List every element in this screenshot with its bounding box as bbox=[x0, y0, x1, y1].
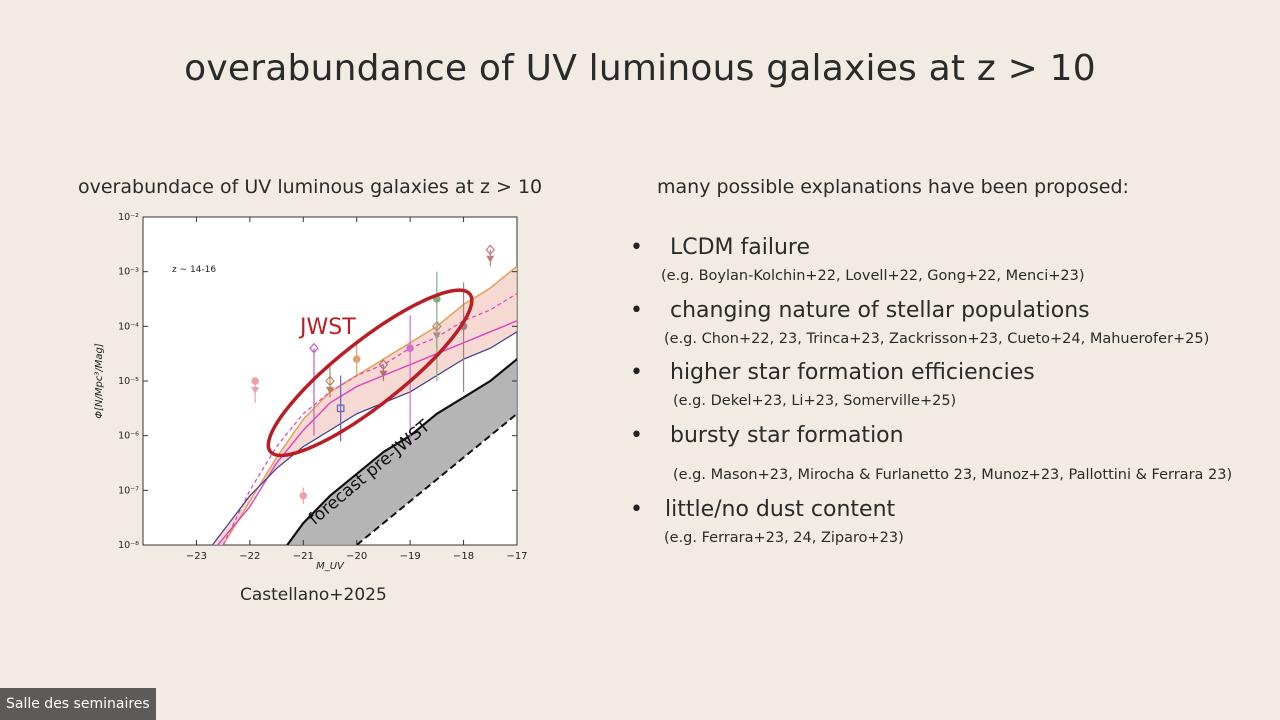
explanation-title: bursty star formation bbox=[670, 423, 904, 448]
data-point bbox=[299, 487, 308, 504]
explanation-references: (e.g. Boylan-Kolchin+22, Lovell+22, Gong… bbox=[661, 268, 1085, 284]
y-tick-label: 10⁻³ bbox=[118, 267, 139, 278]
chart-svg: forecast pre-JWST −23 −22 −21 −20 −19 −18 −171… bbox=[94, 212, 528, 572]
point-marker bbox=[251, 377, 259, 385]
data-point bbox=[325, 364, 335, 398]
y-tick-label: 10⁻⁸ bbox=[118, 540, 139, 551]
upper-limit-arrow bbox=[251, 387, 260, 394]
x-tick-label: −20 bbox=[346, 551, 367, 562]
redshift-label: z ∼ 14-16 bbox=[172, 265, 216, 275]
x-tick-label: −21 bbox=[293, 551, 314, 562]
point-marker bbox=[485, 244, 496, 256]
model-uncertainty-band bbox=[212, 266, 517, 545]
right-column-heading: many possible explanations have been pro… bbox=[657, 176, 1129, 198]
point-marker bbox=[299, 492, 308, 500]
point-marker bbox=[378, 359, 389, 371]
point-marker bbox=[406, 344, 414, 352]
room-label-overlay: Salle des seminaires bbox=[0, 688, 156, 720]
point-marker bbox=[325, 375, 335, 387]
data-point bbox=[251, 377, 260, 403]
explanation-references: (e.g. Dekel+23, Li+23, Somerville+25) bbox=[673, 393, 957, 409]
x-tick-label: −19 bbox=[400, 551, 421, 562]
model-curve-magenta bbox=[217, 320, 517, 545]
left-column-heading: overabundace of UV luminous galaxies at … bbox=[78, 176, 543, 198]
jwst-label: JWST bbox=[298, 315, 356, 340]
bullet-dot: • bbox=[630, 298, 643, 323]
upper-limit-arrow bbox=[326, 387, 334, 394]
y-tick-label: 10⁻⁵ bbox=[118, 376, 139, 387]
model-curve-navy bbox=[211, 331, 517, 545]
y-tick-label: 10⁻⁶ bbox=[118, 431, 139, 442]
model-curve-magenta-dashed bbox=[222, 293, 517, 545]
x-tick-label: −18 bbox=[453, 551, 474, 562]
data-point bbox=[485, 244, 496, 267]
data-point bbox=[378, 359, 389, 381]
model-curve-orange bbox=[222, 265, 517, 545]
uv-luminosity-function-chart: forecast pre-JWST −23 −22 −21 −20 −19 −18 −17 1… bbox=[80, 205, 540, 585]
y-tick-label: 10⁻⁷ bbox=[118, 485, 139, 496]
x-tick-label: −17 bbox=[506, 551, 527, 562]
explanation-references: (e.g. Chon+22, 23, Trinca+23, Zackrisson… bbox=[664, 331, 1210, 347]
forecast-band bbox=[287, 359, 517, 545]
forecast-upper-line bbox=[286, 358, 517, 545]
bullet-dot: • bbox=[630, 235, 643, 260]
data-point bbox=[352, 342, 361, 376]
x-axis-label: M_UV bbox=[316, 561, 345, 572]
explanation-title: higher star formation efficiencies bbox=[670, 360, 1035, 385]
bullet-dot: • bbox=[630, 423, 643, 448]
y-axis-label: Φ[N/Mpc³/Mag] bbox=[94, 343, 105, 419]
upper-limit-arrow bbox=[486, 255, 495, 263]
slide-title: overabundance of UV luminous galaxies at… bbox=[184, 48, 1096, 89]
point-marker bbox=[309, 342, 319, 354]
explanation-title: changing nature of stellar populations bbox=[670, 298, 1090, 323]
point-marker bbox=[352, 355, 361, 363]
jwst-highlight-ellipse bbox=[266, 288, 474, 458]
y-tick-label: 10⁻⁴ bbox=[118, 321, 139, 332]
data-point bbox=[309, 342, 319, 436]
explanation-title: LCDM failure bbox=[670, 235, 811, 260]
x-tick-label: −22 bbox=[239, 551, 260, 562]
bullet-dot: • bbox=[630, 497, 643, 522]
explanation-references: (e.g. Mason+23, Mirocha & Furlanetto 23,… bbox=[673, 467, 1233, 483]
explanation-references: (e.g. Ferrara+23, 24, Ziparo+23) bbox=[664, 530, 904, 546]
upper-limit-arrow bbox=[379, 370, 388, 378]
bullet-dot: • bbox=[630, 360, 643, 385]
y-tick-label: 10⁻² bbox=[118, 212, 139, 223]
explanation-title: little/no dust content bbox=[665, 497, 896, 522]
x-tick-label: −23 bbox=[186, 551, 207, 562]
forecast-lower-line bbox=[356, 413, 517, 545]
chart-caption: Castellano+2025 bbox=[240, 585, 387, 605]
point-marker bbox=[336, 404, 345, 413]
